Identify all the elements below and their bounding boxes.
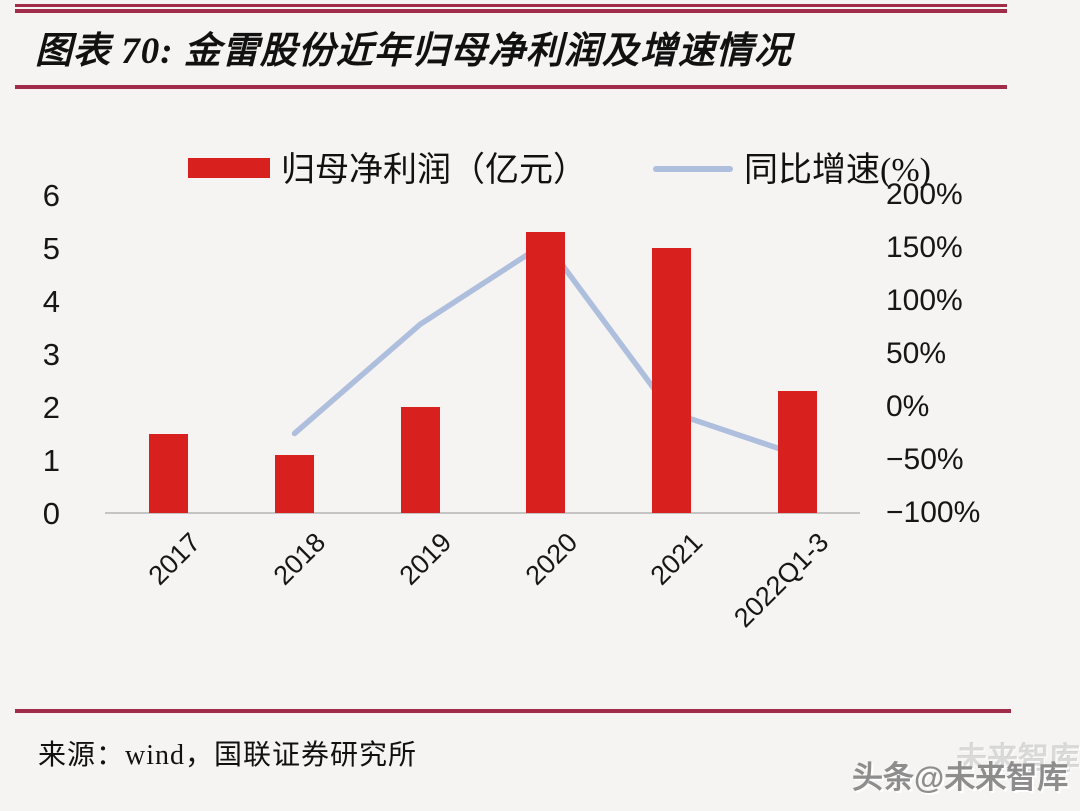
right-axis-tick-200%: 200% (886, 178, 963, 211)
left-axis-tick-0: 0 (42, 496, 60, 531)
right-axis-tick-−50%: −50% (886, 443, 964, 476)
x-axis-label-2019: 2019 (393, 527, 458, 591)
left-axis-tick-2: 2 (42, 390, 60, 425)
x-axis-label-2020: 2020 (519, 527, 584, 591)
footer-divider-rule (15, 709, 1011, 713)
x-axis-label-2018: 2018 (268, 527, 332, 591)
left-axis-tick-1: 1 (42, 443, 60, 478)
x-axis-label-2021: 2021 (645, 527, 709, 591)
bar-2019 (400, 407, 440, 513)
bar-2022Q1-3 (777, 391, 817, 513)
watermark-ghost-text: 未来智库 (956, 741, 1080, 776)
bar-2020 (526, 232, 566, 513)
left-axis-tick-4: 4 (42, 284, 60, 319)
legend-bar-label: 归母净利润（亿元） (281, 152, 587, 189)
right-axis-tick-50%: 50% (886, 337, 947, 370)
title-divider-rule (15, 85, 1007, 89)
x-axis-label-2017: 2017 (142, 527, 207, 591)
legend-line-swatch (653, 166, 733, 172)
left-axis-tick-5: 5 (42, 231, 60, 266)
x-axis-baseline (105, 512, 860, 514)
x-axis-label-2022Q1-3: 2022Q1-3 (728, 527, 835, 634)
right-axis-tick-100%: 100% (886, 284, 963, 317)
bar-2018 (275, 454, 314, 513)
watermark-text: 头条@未来智库 (852, 760, 1069, 795)
top-rule-thin (15, 4, 1007, 7)
bar-2021 (652, 248, 691, 513)
legend-line-label: 同比增速(%) (744, 152, 931, 189)
page-title: 图表 70: 金雷股份近年归母净利润及增速情况 (35, 31, 792, 72)
right-axis-tick-0%: 0% (886, 390, 930, 423)
left-axis-tick-6: 6 (42, 178, 60, 213)
left-axis-tick-3: 3 (42, 337, 60, 372)
source-text: 来源：wind，国联证券研究所 (38, 740, 418, 771)
right-axis-tick-150%: 150% (886, 231, 963, 264)
top-rule-thick (15, 9, 1007, 13)
legend-bar-swatch (188, 158, 270, 178)
bar-2017 (149, 433, 189, 513)
right-axis-tick-−100%: −100% (886, 496, 981, 529)
